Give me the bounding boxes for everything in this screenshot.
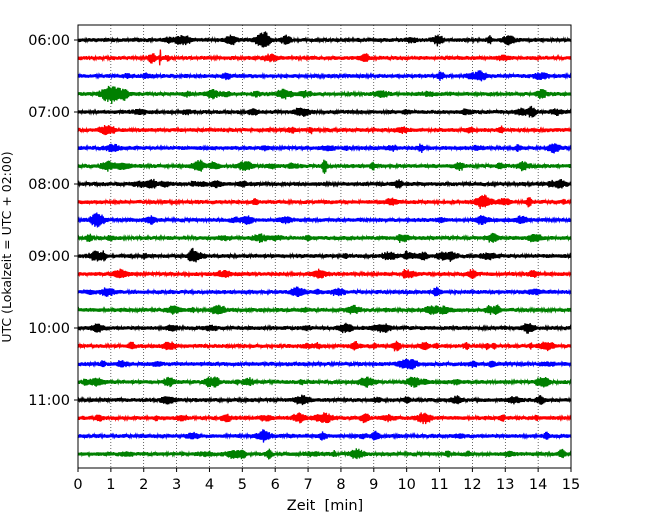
x-tick-label: 14 [529, 477, 547, 493]
x-tick-label: 2 [139, 477, 148, 493]
x-tick-label: 8 [336, 477, 345, 493]
trace-1145 [77, 448, 572, 460]
y-tick-label: 06:00 [28, 33, 70, 49]
trace-0615 [77, 49, 572, 66]
x-axis-ticks: 0 1 2 3 4 5 6 7 8 9 10 11 12 13 14 15 [73, 468, 580, 493]
trace-0945 [77, 304, 572, 315]
x-tick-label: 3 [172, 477, 181, 493]
trace-1030 [77, 358, 572, 370]
trace-1000 [77, 322, 572, 334]
x-tick-label: 9 [369, 477, 378, 493]
seismic-traces [77, 31, 572, 460]
x-tick-label: 10 [397, 477, 415, 493]
x-tick-label: 11 [430, 477, 448, 493]
grid [110, 25, 539, 468]
trace-1045 [77, 376, 572, 388]
x-tick-label: 1 [106, 477, 115, 493]
trace-0915 [77, 268, 572, 279]
trace-1130 [77, 429, 572, 443]
trace-0630 [77, 70, 572, 82]
trace-0845 [77, 232, 572, 243]
x-tick-label: 4 [205, 477, 214, 493]
trace-0730 [77, 143, 572, 154]
x-tick-label: 0 [73, 477, 82, 493]
trace-0715 [77, 125, 572, 136]
trace-0800 [77, 178, 572, 189]
y-tick-label: 10:00 [28, 321, 70, 337]
trace-0645 [77, 85, 572, 104]
x-tick-label: 6 [271, 477, 280, 493]
trace-0815 [77, 194, 572, 209]
x-tick-label: 13 [496, 477, 514, 493]
y-axis-label: UTC (Lokalzeit = UTC + 02:00) [0, 151, 14, 342]
trace-0745 [77, 159, 572, 174]
y-axis-ticks: 06:00 07:00 08:00 09:00 10:00 11:00 [28, 33, 78, 409]
trace-0900 [77, 247, 572, 263]
trace-1015 [77, 340, 572, 352]
trace-0600 [77, 31, 572, 48]
y-tick-label: 09:00 [28, 249, 70, 265]
x-tick-label: 12 [463, 477, 481, 493]
x-axis-label: Zeit [min] [287, 498, 363, 514]
trace-0930 [77, 286, 572, 298]
y-tick-label: 08:00 [28, 177, 70, 193]
plot-frame [77, 24, 572, 469]
x-tick-label: 5 [238, 477, 247, 493]
x-tick-label: 15 [562, 477, 580, 493]
y-tick-label: 07:00 [28, 105, 70, 121]
trace-0830 [77, 212, 572, 228]
x-tick-label: 7 [303, 477, 312, 493]
trace-0700 [77, 105, 572, 118]
trace-1115 [77, 412, 572, 425]
trace-1100 [77, 394, 572, 406]
y-tick-label: 11:00 [28, 393, 70, 409]
